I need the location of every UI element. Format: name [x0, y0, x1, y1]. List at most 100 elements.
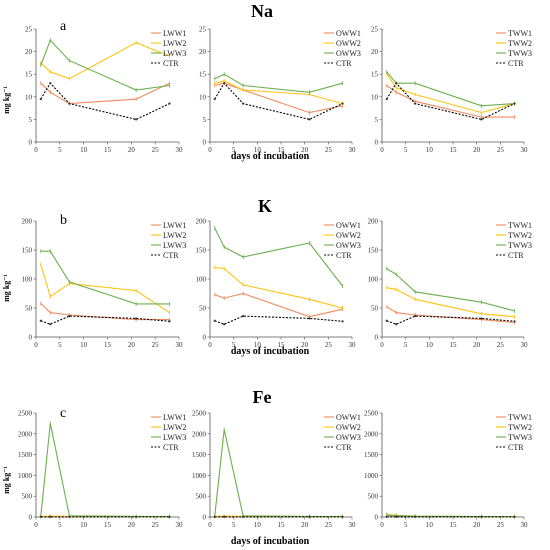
y-tick-label: 20 [371, 48, 379, 56]
data-point [49, 323, 52, 326]
x-tick-label: 25 [325, 521, 333, 529]
legend-label-lww1: LWW1 [163, 221, 186, 230]
y-tick-label: 2000 [18, 430, 33, 438]
k-xlabel: days of incubation [231, 346, 310, 357]
y-tick-label: 2500 [18, 410, 33, 418]
y-tick-label: 1500 [18, 451, 33, 459]
data-point [480, 118, 483, 121]
legend-label-tww3: TWW3 [508, 433, 532, 442]
legend-label-lww3: LWW3 [163, 49, 186, 58]
y-tick-label: 0 [375, 139, 379, 147]
data-point [480, 515, 483, 518]
x-tick-label: 10 [80, 521, 88, 529]
data-point [395, 515, 398, 518]
data-point [341, 102, 344, 105]
k-ylabel: mg kg⁻¹ [2, 274, 11, 302]
legend-label-tww2: TWW2 [508, 39, 532, 48]
legend-label-ctr: CTR [508, 251, 524, 260]
legend-label-lww2: LWW2 [163, 231, 186, 240]
y-tick-label: 5 [375, 116, 379, 124]
data-point [223, 323, 226, 326]
legend-label-ctr: CTR [336, 443, 352, 452]
y-tick-label: 5 [29, 116, 33, 124]
x-tick-label: 15 [104, 521, 112, 529]
series-line-tww3 [386, 268, 515, 312]
y-tick-label: 100 [196, 276, 207, 284]
series-line-tww2 [386, 287, 515, 318]
y-tick-label: 10 [371, 93, 379, 101]
series-line-lww2 [40, 264, 170, 314]
y-tick-label: 150 [368, 247, 379, 255]
na-title: Na [251, 1, 273, 21]
y-tick-label: 0 [29, 139, 33, 147]
data-point [414, 515, 417, 518]
legend-label-tww1: TWW1 [508, 413, 532, 422]
x-tick-label: 30 [176, 146, 184, 154]
series-line-oww2 [214, 80, 343, 105]
y-tick-label: 100 [368, 276, 379, 284]
y-tick-label: 200 [368, 218, 379, 226]
data-point [308, 515, 311, 518]
na-xlabel: days of incubation [231, 151, 310, 162]
data-point [414, 315, 417, 318]
x-tick-label: 10 [80, 146, 88, 154]
data-point [68, 315, 71, 318]
legend-label-ctr: CTR [163, 59, 179, 68]
legend-label-lww2: LWW2 [163, 423, 186, 432]
x-tick-label: 20 [301, 146, 309, 154]
y-tick-label: 15 [25, 71, 33, 79]
y-tick-label: 1000 [192, 472, 207, 480]
y-tick-label: 10 [25, 93, 33, 101]
legend-label-oww2: OWW2 [336, 423, 361, 432]
legend-label-oww3: OWW3 [336, 49, 361, 58]
legend-label-oww3: OWW3 [336, 241, 361, 250]
series-line-lww2 [40, 41, 170, 80]
y-tick-label: 50 [199, 305, 207, 313]
x-tick-label: 25 [497, 521, 505, 529]
data-point [480, 317, 483, 320]
x-tick-label: 5 [232, 341, 236, 349]
series-line-ctr [386, 82, 515, 120]
x-tick-label: 25 [152, 341, 160, 349]
legend-label-ctr: CTR [163, 251, 179, 260]
y-tick-label: 20 [199, 48, 207, 56]
y-tick-label: 0 [375, 514, 379, 522]
y-tick-label: 500 [196, 493, 207, 501]
series-line-tww3 [386, 71, 515, 107]
data-point [39, 319, 42, 322]
data-point [308, 118, 311, 121]
x-tick-label: 15 [450, 521, 458, 529]
data-point [168, 102, 171, 105]
data-point [395, 82, 398, 85]
data-point [135, 317, 138, 320]
y-tick-label: 200 [22, 218, 33, 226]
y-tick-label: 500 [368, 493, 379, 501]
y-tick-label: 10 [199, 93, 207, 101]
x-tick-label: 10 [426, 341, 434, 349]
legend-label-tww3: TWW3 [508, 241, 532, 250]
data-point [385, 515, 388, 518]
fe-letter: c [60, 406, 66, 421]
data-point [385, 319, 388, 322]
y-tick-label: 0 [203, 514, 207, 522]
x-tick-label: 25 [325, 341, 333, 349]
legend-label-oww1: OWW1 [336, 221, 361, 230]
y-tick-label: 150 [196, 247, 207, 255]
series-line-oww3 [214, 73, 343, 93]
fe-panel-2: 0 5 10 15 20 25 30 0 500 1000 1500 2000 2500 OWW1OWW2… [192, 410, 361, 530]
legend-label-oww2: OWW2 [336, 231, 361, 240]
legend-label-tww2: TWW2 [508, 423, 532, 432]
x-tick-label: 25 [325, 146, 333, 154]
legend-label-oww1: OWW1 [336, 413, 361, 422]
y-tick-label: 0 [29, 514, 33, 522]
y-tick-label: 50 [25, 305, 33, 313]
x-tick-label: 10 [254, 521, 262, 529]
y-tick-label: 100 [22, 276, 33, 284]
series-line-lww3 [40, 423, 170, 518]
data-point [223, 82, 226, 85]
x-tick-label: 5 [404, 341, 408, 349]
